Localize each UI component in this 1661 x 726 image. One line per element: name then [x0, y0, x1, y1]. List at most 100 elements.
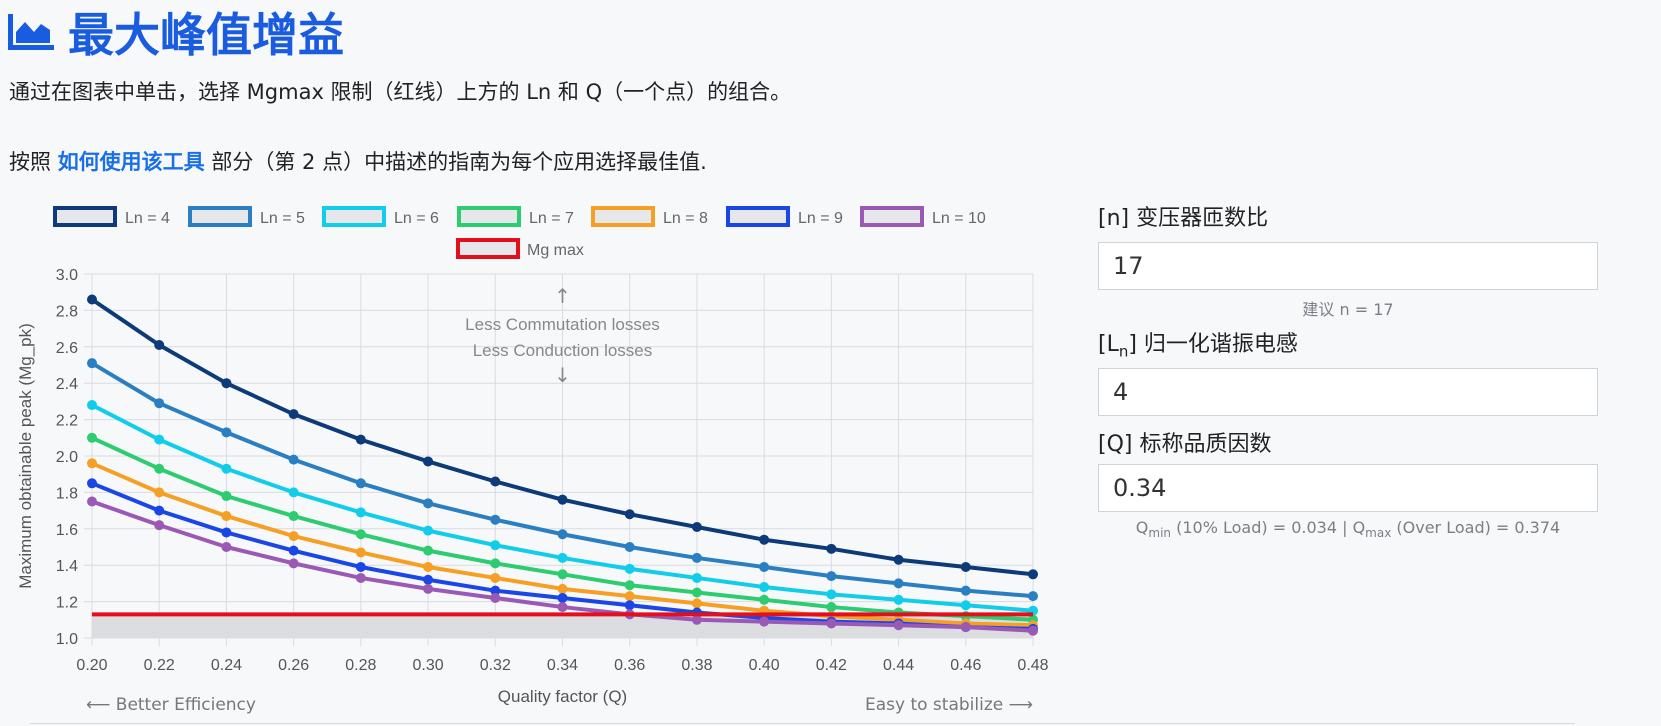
data-point	[1028, 625, 1038, 636]
bottom-divider	[30, 723, 1575, 724]
data-point	[960, 585, 971, 596]
data-point	[288, 454, 299, 465]
data-point	[557, 602, 568, 613]
data-point	[490, 514, 501, 525]
data-point	[826, 589, 837, 600]
data-point	[826, 618, 837, 629]
data-point	[557, 494, 568, 505]
guide-text: 按照 如何使用该工具 部分（第 2 点）中描述的指南为每个应用选择最佳值.	[9, 146, 707, 176]
data-point	[355, 478, 366, 489]
legend-swatch	[53, 206, 117, 227]
data-point	[691, 521, 702, 532]
y-tick-label: 1.2	[56, 595, 78, 612]
inductance-input[interactable]: 4	[1098, 368, 1598, 416]
data-point	[557, 569, 568, 580]
down-arrow-icon: ↓	[554, 363, 571, 387]
data-point	[288, 531, 299, 542]
inductance-label: [Ln] 归一化谐振电感	[1098, 332, 1298, 361]
data-point	[154, 398, 165, 409]
y-tick-label: 2.2	[56, 413, 78, 430]
data-point	[288, 545, 299, 556]
data-point	[288, 558, 299, 569]
data-point	[759, 534, 770, 545]
data-point	[1028, 591, 1038, 602]
data-point	[893, 554, 904, 565]
data-point	[691, 598, 702, 609]
data-point	[221, 463, 232, 474]
data-point	[221, 542, 232, 552]
data-point	[893, 578, 904, 589]
x-tick-label: 0.24	[211, 657, 242, 674]
page-title: 最大峰值增益	[8, 4, 344, 62]
annotation-commutation: Less Commutation losses	[465, 315, 660, 334]
data-point	[624, 542, 635, 552]
legend-label: Ln = 4	[125, 210, 170, 227]
data-point	[87, 478, 97, 489]
x-axis-title: Quality factor (Q)	[498, 687, 627, 706]
y-tick-label: 1.0	[56, 631, 78, 648]
data-point	[490, 540, 501, 551]
data-point	[87, 496, 97, 507]
data-point	[960, 622, 971, 633]
up-arrow-icon: ↑	[554, 284, 571, 308]
data-point	[221, 527, 232, 538]
data-point	[490, 592, 501, 603]
easy-stabilize-label: Easy to stabilize ⟶	[865, 695, 1033, 715]
data-point	[154, 520, 165, 531]
turns-ratio-input[interactable]: 17	[1098, 242, 1598, 290]
data-point	[87, 432, 97, 443]
data-point	[557, 529, 568, 540]
data-point	[423, 583, 434, 594]
data-point	[490, 585, 501, 596]
turns-ratio-label: [n] 变压器匝数比	[1098, 206, 1269, 231]
quality-factor-input[interactable]: 0.34	[1098, 464, 1598, 512]
data-point	[826, 571, 837, 582]
how-to-use-link[interactable]: 如何使用该工具	[57, 150, 205, 174]
data-point	[624, 591, 635, 602]
data-point	[154, 463, 165, 474]
legend-swatch	[860, 206, 924, 227]
legend-label: Ln = 10	[932, 210, 986, 227]
legend-swatch	[322, 206, 386, 227]
legend-swatch	[457, 206, 521, 227]
data-point	[557, 552, 568, 563]
quality-factor-hint: Qmin (10% Load) = 0.034 | Qmax (Over Loa…	[1135, 518, 1561, 541]
data-point	[826, 543, 837, 554]
data-point	[624, 563, 635, 574]
data-point	[759, 594, 770, 605]
data-point	[154, 505, 165, 516]
turns-ratio-hint: 建议 n = 17	[1302, 300, 1394, 319]
data-point	[960, 600, 971, 611]
x-tick-label: 0.40	[749, 657, 780, 674]
x-tick-label: 0.30	[413, 657, 444, 674]
y-tick-label: 2.8	[56, 303, 78, 320]
y-tick-label: 2.4	[56, 376, 78, 393]
data-point	[960, 562, 971, 573]
data-point	[1028, 569, 1038, 580]
data-point	[355, 547, 366, 558]
data-point	[691, 572, 702, 583]
legend-swatch	[726, 206, 790, 227]
data-point	[893, 594, 904, 605]
data-point	[759, 562, 770, 573]
peak-gain-chart[interactable]: 1.0 1.2 1.4 1.6 1.8 2.0 2.2 2.4 2.6 2.8 3.0 0.20 0.2…	[0, 196, 1060, 726]
x-tick-label: 0.42	[816, 657, 847, 674]
y-tick-label: 2.6	[56, 340, 78, 357]
x-tick-label: 0.44	[883, 657, 914, 674]
data-point	[355, 434, 366, 445]
data-point	[221, 378, 232, 389]
area-chart-icon	[8, 12, 54, 52]
legend-swatch	[591, 206, 655, 227]
legend-label: Ln = 8	[663, 210, 708, 227]
x-tick-label: 0.46	[950, 657, 981, 674]
y-tick-label: 3.0	[56, 267, 78, 284]
quality-factor-label: [Q] 标称品质因数	[1098, 432, 1272, 457]
data-point	[221, 511, 232, 522]
legend-label: Ln = 7	[529, 210, 574, 227]
data-point	[490, 476, 501, 487]
page-title-text: 最大峰值增益	[68, 8, 344, 62]
data-point	[423, 574, 434, 585]
x-tick-label: 0.34	[547, 657, 578, 674]
legend-label: Ln = 9	[798, 210, 843, 227]
y-tick-label: 1.6	[56, 522, 78, 539]
